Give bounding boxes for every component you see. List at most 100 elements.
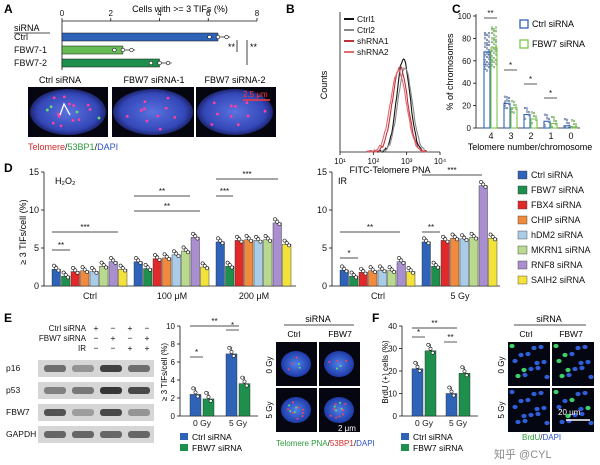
y-tick-label: 2 [171,394,176,403]
western-blot: p16 p53 FBW7 GAPDH [6,360,154,443]
data-point [494,44,498,47]
data-point [99,260,104,265]
data-point [523,117,527,120]
cell-nucleus [575,345,581,351]
condition-mark: + [128,343,133,353]
foci-spot [295,406,298,409]
telomere-spot [263,109,267,113]
data-point [208,398,213,403]
cell-nucleus [572,366,578,372]
data-point [413,360,418,365]
blot-band [44,409,66,416]
bar [225,353,238,417]
data-point [492,48,496,51]
data-point [231,353,236,358]
cell-nucleus [521,367,527,373]
data-point [225,260,230,265]
data-point [216,236,220,241]
data-point [368,265,373,270]
micrograph-grid [508,342,594,432]
blot-band [72,365,94,372]
x-tick-label: 0 [60,9,65,18]
data-point [275,219,280,224]
blot-conditions: Ctrl siRNA + − + −FBW7 siRNA − + − +IR − − + + [39,323,150,353]
foci-spot [287,368,290,371]
data-point [485,60,489,64]
nucleus [281,351,311,377]
data-point [382,269,387,274]
histogram-curves [366,58,428,153]
foci-spot [301,412,304,415]
cell-nucleus [556,404,562,410]
bar [215,241,225,287]
data-point [494,26,498,29]
x-tick-label: 200 μM [239,291,269,301]
data-point [380,266,385,271]
stain-legend: BrdU/DAPI [522,433,561,442]
legend-label: FBW7 siRNA [531,185,584,195]
cell-nucleus [575,391,581,397]
data-point [136,258,141,263]
condition-mark: + [128,323,133,333]
condition-mark: − [94,343,99,353]
data-point [510,110,514,114]
cell-nucleus [579,365,585,371]
legend-label: SAIH2 siRNA [531,275,585,285]
image-col-fbw7: FBW7 [559,329,583,339]
y-tick-label: 0 [322,281,327,291]
bar [543,120,551,129]
cell-nucleus [518,352,524,358]
bar [421,241,431,287]
data-point [525,110,529,113]
bar [181,250,191,287]
data-point [483,64,487,67]
cell-nucleus [578,406,584,412]
x-tick-label: 3 [508,131,513,141]
data-point [563,118,567,121]
data-point [494,53,498,56]
data-point [563,125,567,129]
bar [133,261,143,287]
cell-nucleus [534,360,540,366]
data-point [492,66,496,69]
data-point [94,270,99,275]
bar [503,102,511,129]
data-point [503,95,507,98]
image-row-0gy: 0 Gy [497,357,506,374]
data-point [227,263,232,267]
sig-label: * [509,61,512,70]
data-point [543,124,547,127]
data-point [401,260,406,265]
image-header: siRNA [305,314,331,324]
data-point [417,368,422,373]
bar [523,114,531,129]
foci-spot [291,411,294,414]
data-point [485,33,489,36]
sig-label: * [549,89,552,98]
data-point [73,268,78,273]
cell-nucleus [582,390,588,396]
data-point [505,107,509,110]
stain-pna: Telomere PNA [276,439,328,448]
data-point [483,50,487,53]
condition-label: FBW7 siRNA [39,334,87,343]
data-point [123,268,127,273]
image-header: siRNA [536,314,562,324]
data-point [215,34,221,40]
micrograph [508,342,550,386]
x-axis-label: Telomere number/chromosome [468,142,593,152]
data-point [195,394,200,399]
data-point [570,119,574,122]
stain-dapi: DAPI [542,433,561,442]
cell-nucleus [588,374,594,380]
x-tick-label: Ctrl [83,291,97,301]
data-point [512,111,516,114]
telomere-spot [245,101,249,105]
x-tick-label: 8 [255,9,260,18]
data-point [220,241,225,246]
foci-spot [333,408,336,411]
sig-label: *** [242,170,251,179]
blot-band [44,387,66,394]
cell-nucleus [535,411,541,417]
data-point [494,39,498,42]
